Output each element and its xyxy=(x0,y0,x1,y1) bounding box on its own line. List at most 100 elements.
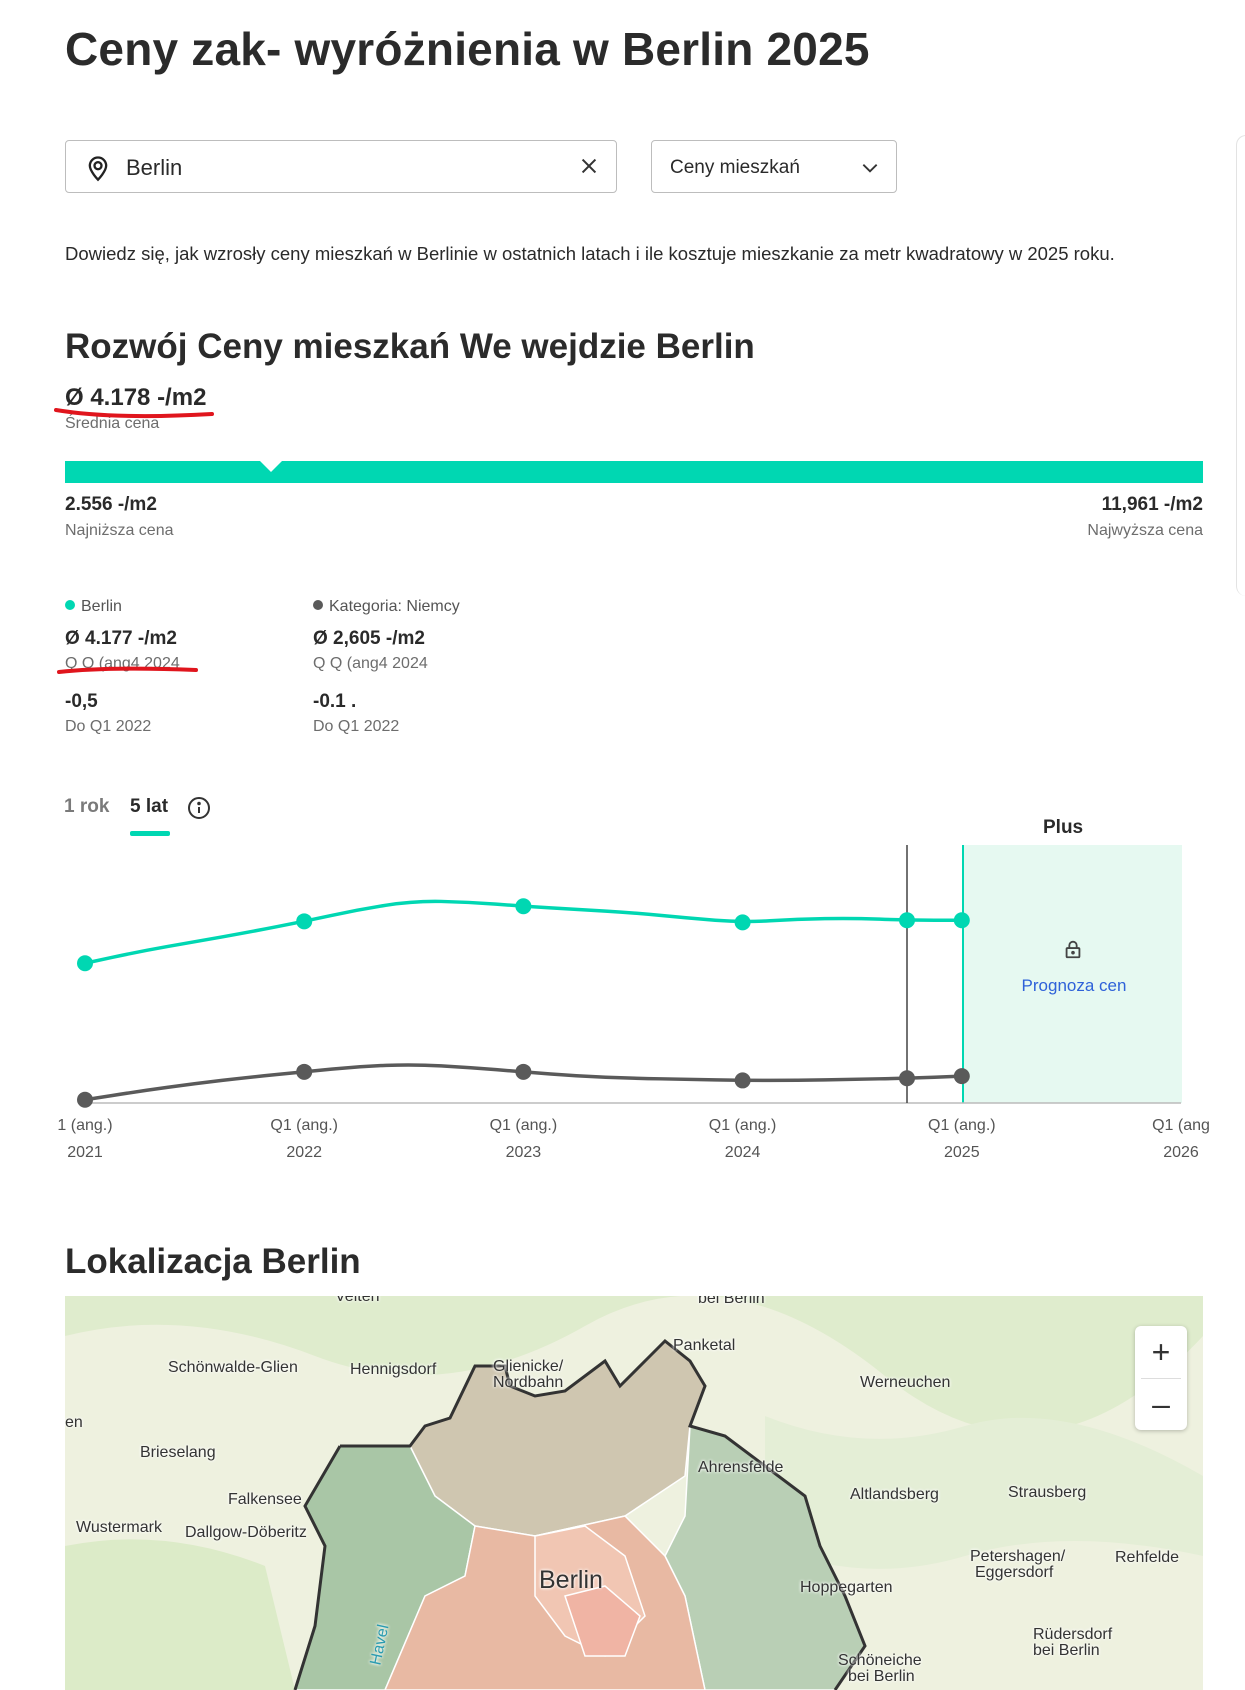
x-tick-3: Q1 (ang.) 2024 xyxy=(683,1112,803,1166)
map-label-velten: Velten xyxy=(335,1296,380,1305)
data-point-1-3[interactable] xyxy=(734,1072,751,1089)
map-label-rudersdorf-bei: bei Berlin xyxy=(1033,1642,1100,1659)
map-base xyxy=(65,1296,1203,1690)
map-label-berlin: Berlin xyxy=(539,1566,603,1594)
min-price-label: Najniższa cena xyxy=(65,522,174,539)
legend-germany: Kategoria: Niemcy xyxy=(313,598,460,616)
map-zoom-controls: + – xyxy=(1135,1326,1187,1430)
legend-berlin: Berlin xyxy=(65,598,122,616)
tab-1-year[interactable]: 1 rok xyxy=(64,796,110,817)
germany-avg: Ø 2,605 -/m2 xyxy=(313,628,425,649)
map-label-falkensee: Falkensee xyxy=(228,1491,302,1508)
map-label-wustermark: Wustermark xyxy=(76,1519,162,1536)
data-point-0-4[interactable] xyxy=(899,912,915,929)
data-point-0-0[interactable] xyxy=(77,955,93,972)
forecast-link[interactable]: Prognoza cen xyxy=(1021,976,1127,995)
property-type-value: Ceny mieszkań xyxy=(670,157,800,178)
x-tick-4: Q1 (ang.) 2025 xyxy=(902,1112,1022,1166)
map-label-altlandsberg: Altlandsberg xyxy=(850,1486,939,1503)
x-tick-quarter: Q1 (ang.) xyxy=(270,1117,338,1134)
map-label-nordbahn: Nordbahn xyxy=(493,1374,564,1391)
min-price: 2.556 -/m2 xyxy=(65,494,157,515)
map-label-brieselang: Brieselang xyxy=(140,1444,216,1461)
series-line-1 xyxy=(83,1063,964,1102)
x-tick-quarter: Q1 (ang.) xyxy=(708,1117,777,1134)
zoom-in-button[interactable]: + xyxy=(1151,1333,1171,1370)
red-annotation-underline xyxy=(54,408,214,419)
x-tick-year: 2024 xyxy=(724,1144,761,1161)
map-label-bei-berlin: bei Berlin xyxy=(698,1296,765,1307)
location-pin-icon xyxy=(88,156,108,182)
data-point-0-3[interactable] xyxy=(734,914,751,931)
x-tick-year: 2022 xyxy=(286,1144,322,1161)
location-map[interactable]: Velten bei Berlin Panketal Schönwalde-Gl… xyxy=(65,1296,1203,1690)
price-range-bar xyxy=(65,461,1203,483)
map-label-schoneiche-bei: bei Berlin xyxy=(848,1668,915,1685)
intro-text: Dowiedz się, jak wzrosły ceny mieszkań w… xyxy=(65,243,1115,264)
tab-5-years[interactable]: 5 lat xyxy=(130,796,169,817)
info-icon[interactable] xyxy=(187,796,211,820)
map-label-glienicke: Glienicke/ xyxy=(493,1358,564,1375)
side-panel-edge xyxy=(1236,135,1245,596)
data-point-1-0[interactable] xyxy=(77,1091,93,1108)
lock-icon xyxy=(1065,940,1081,959)
germany-change: -0.1 . xyxy=(313,691,357,712)
x-tick-quarter: Q1 (ang.) xyxy=(928,1117,996,1134)
max-price: 11,961 -/m2 xyxy=(1101,494,1203,515)
plus-label: Plus xyxy=(1043,817,1084,838)
data-point-1-4[interactable] xyxy=(899,1070,915,1087)
x-tick-quarter: 1 (ang.) xyxy=(57,1117,113,1134)
legend-dot xyxy=(65,600,75,610)
map-label-rudersdorf: Rüdersdorf xyxy=(1033,1626,1113,1643)
x-tick-quarter: Q1 (ang.) xyxy=(489,1117,558,1134)
data-point-1-2[interactable] xyxy=(515,1063,532,1080)
x-tick-quarter: Q1 (ang xyxy=(1152,1117,1210,1134)
map-label-eggersdorf: Eggersdorf xyxy=(975,1564,1054,1581)
berlin-change: -0,5 xyxy=(65,691,98,712)
data-point-0-5[interactable] xyxy=(953,912,970,929)
germany-change-label: Do Q1 2022 xyxy=(313,718,400,735)
chevron-down-icon xyxy=(862,164,878,173)
x-tick-year: 2026 xyxy=(1163,1144,1199,1161)
average-price: Ø 4.178 -/m2 xyxy=(65,384,207,411)
map-label-schoneiche: Schöneiche xyxy=(838,1652,922,1669)
map-label-en: en xyxy=(65,1414,83,1431)
berlin-change-label: Do Q1 2022 xyxy=(65,718,152,735)
map-label-hennigsdorf: Hennigsdorf xyxy=(350,1361,437,1378)
location-heading: Lokalizacja Berlin xyxy=(65,1242,361,1281)
map-label-dallgow: Dallgow-Döberitz xyxy=(185,1524,307,1541)
map-label-panketal: Panketal xyxy=(673,1337,736,1354)
tab-active-indicator xyxy=(130,831,170,836)
data-point-1-1[interactable] xyxy=(296,1063,313,1080)
zoom-out-button[interactable]: – xyxy=(1152,1385,1170,1422)
location-search[interactable]: Berlin xyxy=(65,140,617,193)
data-point-1-5[interactable] xyxy=(953,1068,970,1085)
x-tick-year: 2023 xyxy=(505,1144,542,1161)
map-label-rehfelde: Rehfelde xyxy=(1115,1549,1180,1566)
x-tick-1: Q1 (ang.) 2022 xyxy=(244,1112,364,1166)
map-label-strausberg: Strausberg xyxy=(1008,1484,1087,1501)
map-label-hoppegarten: Hoppegarten xyxy=(800,1579,893,1596)
page-title: Ceny zak- wyróżnienia w Berlin 2025 xyxy=(65,23,870,75)
property-type-select[interactable]: Ceny mieszkań xyxy=(651,140,897,193)
clear-icon[interactable] xyxy=(578,155,600,177)
development-heading: Rozwój Ceny mieszkań We wejdzie Berlin xyxy=(65,327,755,366)
data-point-0-2[interactable] xyxy=(515,898,532,915)
germany-period: Q Q (ang4 2024 xyxy=(313,655,428,672)
red-annotation-underline-2 xyxy=(57,666,198,674)
price-chart xyxy=(77,845,1181,1108)
map-label-petershagen: Petershagen/ xyxy=(970,1548,1066,1565)
average-price-label: Średnia cena xyxy=(65,415,160,432)
x-tick-5: Q1 (ang 2026 xyxy=(1121,1112,1241,1166)
x-tick-2: Q1 (ang.) 2023 xyxy=(463,1112,583,1166)
forecast-panel: Prognoza cen xyxy=(962,845,1182,1103)
map-label-werneuchen: Werneuchen xyxy=(860,1374,951,1391)
x-tick-year: 2021 xyxy=(67,1144,103,1161)
zoom-divider xyxy=(1141,1378,1181,1379)
map-label-schonwalde: Schönwalde-Glien xyxy=(168,1359,298,1376)
series-line-0 xyxy=(83,899,964,965)
map-label-ahrensfelde: Ahrensfelde xyxy=(698,1459,784,1476)
search-input[interactable]: Berlin xyxy=(126,155,183,180)
data-point-0-1[interactable] xyxy=(296,913,313,930)
x-tick-0: 1 (ang.) 2021 xyxy=(25,1112,145,1166)
